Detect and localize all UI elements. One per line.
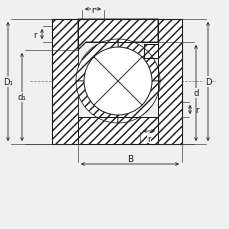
Text: d₁: d₁ [18,93,26,102]
Text: r: r [147,134,150,143]
Polygon shape [78,20,157,51]
Text: r: r [194,106,198,114]
Text: d: d [192,89,198,98]
Wedge shape [76,40,117,82]
Polygon shape [52,20,78,144]
Wedge shape [76,82,117,123]
Polygon shape [143,45,157,59]
Wedge shape [117,40,159,82]
Polygon shape [78,117,157,144]
Text: r: r [33,30,37,39]
Polygon shape [157,20,181,144]
Wedge shape [117,82,159,123]
Text: D₁: D₁ [3,78,13,87]
Circle shape [84,48,151,115]
Text: B: B [126,154,133,163]
Text: r: r [91,5,94,14]
Text: D: D [204,78,210,87]
